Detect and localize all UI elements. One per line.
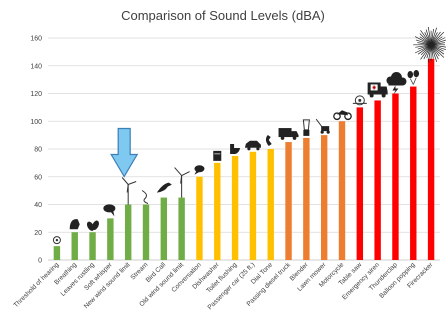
bar (303, 137, 310, 260)
sound-source-icons (52, 26, 446, 245)
stream-icon (141, 190, 149, 204)
bar (107, 218, 114, 260)
bird-icon (156, 182, 172, 193)
whisper-bubble-icon (103, 204, 116, 217)
y-tick-label: 160 (30, 36, 42, 43)
highlight-arrow-icon (110, 127, 139, 178)
truck-icon (278, 128, 299, 140)
x-tick-label: Threshold of hearing (13, 261, 61, 309)
phone-icon (265, 135, 272, 146)
balloons-icon (407, 69, 420, 85)
bar (178, 197, 185, 260)
thundercloud-icon (386, 72, 407, 95)
bar (392, 93, 399, 260)
leaves-icon (86, 220, 99, 231)
dishwasher-icon (213, 150, 222, 161)
gridlines (48, 37, 440, 261)
toilet-icon (230, 143, 241, 154)
lawn-mower-icon (315, 118, 330, 134)
y-tick-label: 80 (34, 147, 42, 154)
car-icon (244, 140, 261, 151)
bar (338, 121, 346, 260)
y-axis-ticks: 0 20 40 60 80 100 120 140 160 (30, 36, 42, 265)
bar (427, 58, 435, 260)
motorcycle-icon (333, 110, 352, 121)
y-tick-label: 140 (30, 63, 42, 70)
y-tick-label: 120 (30, 91, 42, 98)
breathing-face-icon (69, 219, 80, 230)
bar (196, 176, 203, 260)
y-tick-label: 100 (30, 119, 42, 126)
wind-turbine-icon (121, 177, 137, 205)
y-tick-label: 0 (38, 258, 42, 265)
bar (249, 151, 257, 260)
bar (410, 86, 417, 260)
y-tick-label: 60 (34, 174, 42, 181)
bar (374, 100, 381, 260)
ambulance-icon (367, 82, 388, 98)
bar (142, 204, 150, 260)
bar (267, 149, 274, 260)
y-tick-label: 40 (34, 202, 42, 209)
conversation-bubble-icon (194, 165, 205, 175)
wind-turbine-old-icon (174, 167, 190, 198)
bars (53, 58, 435, 260)
bar (89, 232, 96, 260)
bar (53, 246, 61, 260)
bar (71, 232, 78, 260)
bar (160, 197, 168, 260)
table-saw-icon (352, 95, 367, 106)
chart-title: Comparison of Sound Levels (dBA) (121, 8, 325, 23)
blender-icon (302, 119, 310, 136)
ear-icon (52, 236, 61, 245)
bar (320, 135, 328, 260)
bar (124, 204, 132, 260)
bar (356, 107, 364, 260)
bar (231, 155, 239, 260)
bar (285, 142, 292, 260)
bar (214, 162, 221, 260)
y-tick-label: 20 (34, 230, 42, 237)
firecracker-burst-icon (413, 26, 446, 63)
